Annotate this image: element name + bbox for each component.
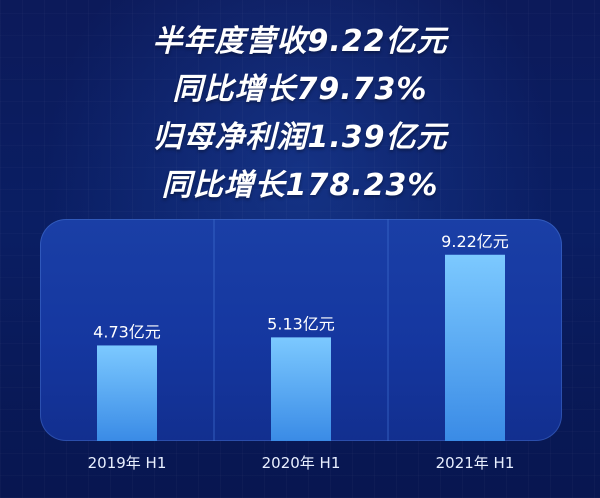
headline-net-profit-growth: 同比增长178.23%: [161, 168, 439, 203]
bar: [445, 254, 505, 441]
bar-chart: 4.73亿元 5.13亿元 9.22亿元: [93, 219, 509, 441]
bar: [97, 345, 157, 441]
headline-revenue: 半年度营收9.22亿元: [152, 24, 448, 59]
bar: [271, 337, 331, 441]
bar-value-label: 5.13亿元: [267, 314, 335, 333]
headline-net-profit: 归母净利润1.39亿元: [152, 120, 448, 155]
x-tick-label: 2020年 H1: [261, 454, 341, 472]
x-tick-label: 2019年 H1: [87, 454, 167, 472]
x-tick-label: 2021年 H1: [435, 454, 515, 472]
headline-revenue-growth: 同比增长79.73%: [172, 72, 428, 107]
bar-value-label: 4.73亿元: [93, 322, 161, 341]
bar-value-label: 9.22亿元: [441, 232, 509, 251]
